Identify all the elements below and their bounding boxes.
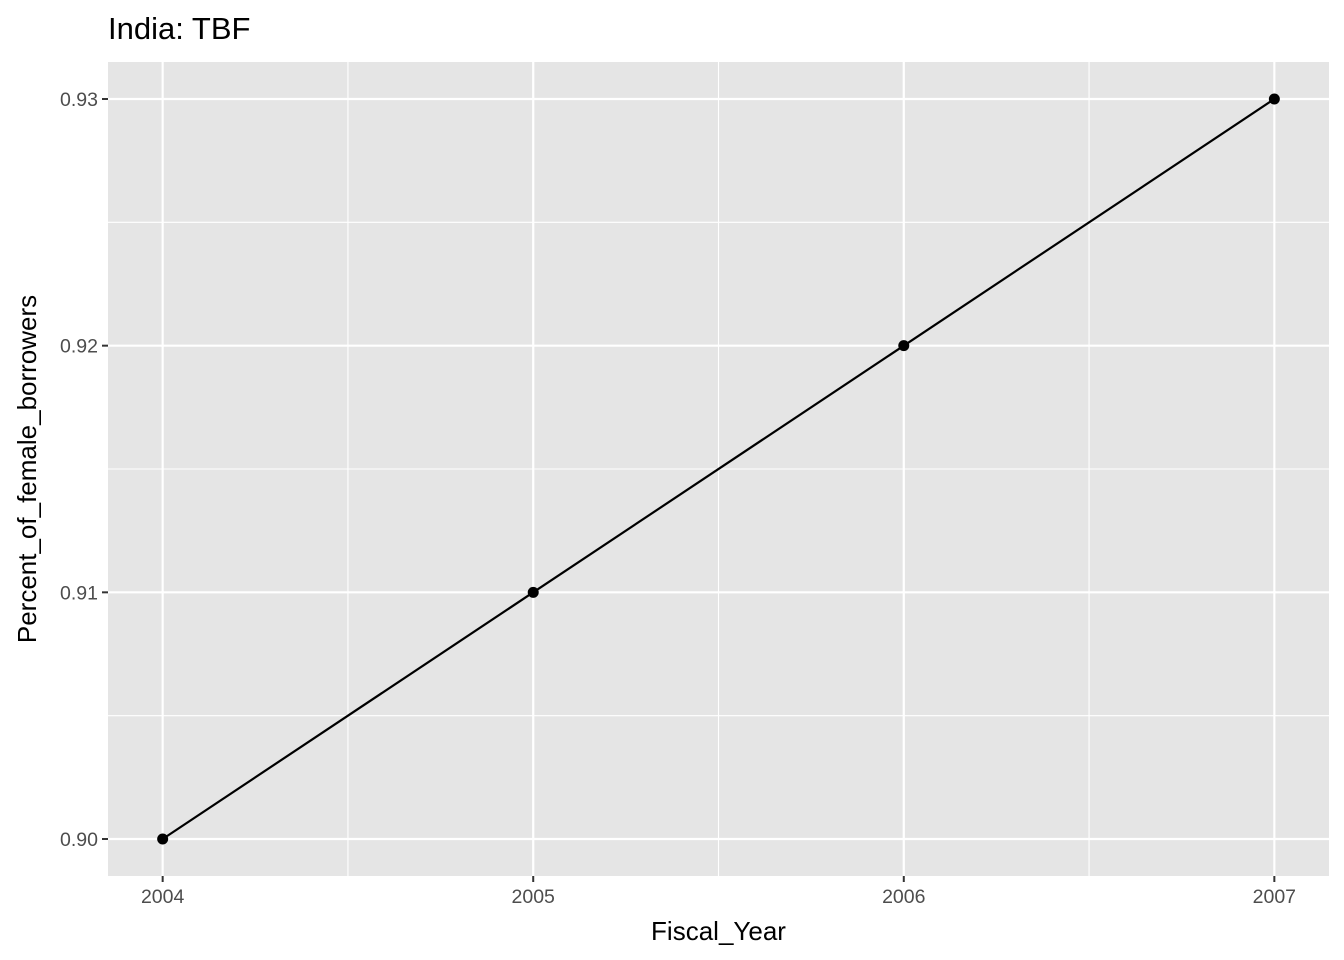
y-tick-label: 0.90 [60, 829, 98, 851]
chart-title: India: TBF [108, 11, 250, 46]
x-tick-label: 2004 [141, 886, 185, 908]
series-layer [157, 93, 1280, 845]
x-tick-label: 2007 [1253, 886, 1296, 908]
x-tick-label: 2006 [882, 886, 925, 908]
data-point [1268, 93, 1280, 105]
y-tick-label: 0.93 [60, 89, 98, 111]
y-tick-label: 0.91 [60, 582, 98, 604]
series-line [162, 98, 1275, 840]
data-point [898, 340, 910, 352]
y-tick-label: 0.92 [60, 336, 98, 358]
major-gridlines [108, 62, 1329, 876]
x-tick-label: 2005 [512, 886, 556, 908]
x-axis-title: Fiscal_Year [651, 916, 786, 946]
y-axis-title: Percent_of_female_borrowers [12, 295, 42, 643]
y-axis: 0.90 0.91 0.92 0.93 [60, 89, 108, 851]
x-axis: 2004 2005 2006 2007 [141, 876, 1296, 908]
data-point [157, 833, 169, 845]
data-point [527, 586, 539, 598]
